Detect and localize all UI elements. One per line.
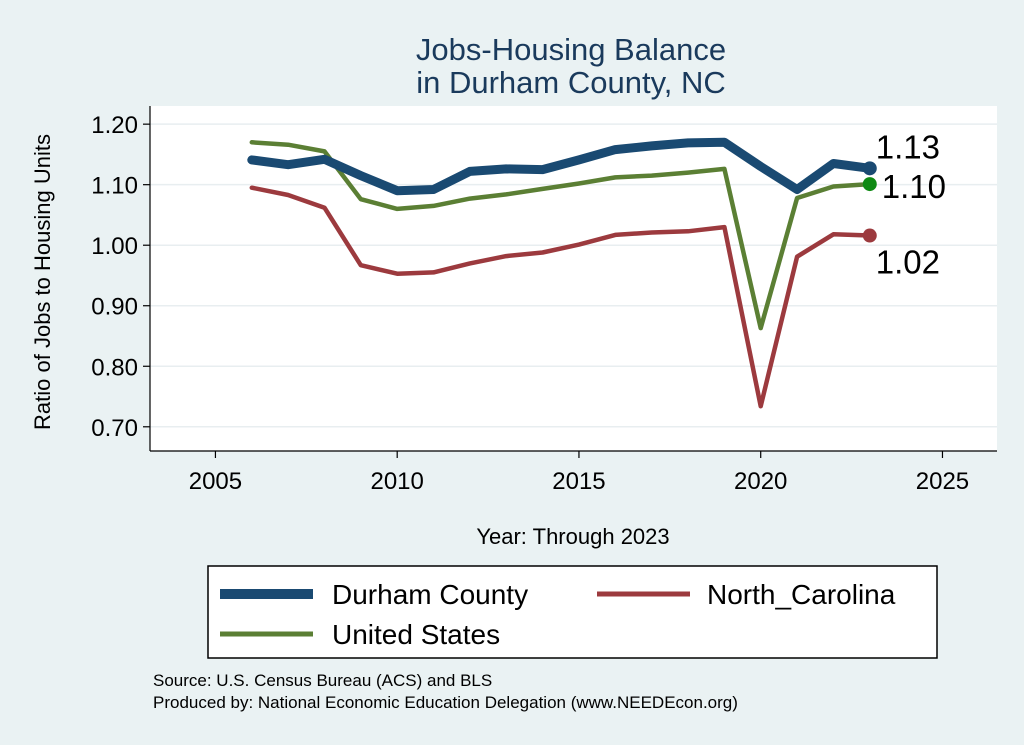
series-lines (247, 137, 875, 409)
produced-by-line: Produced by: National Economic Education… (153, 693, 738, 712)
legend-box (207, 565, 938, 659)
legend-label-nc: North_Carolina (707, 579, 896, 610)
source-line: Source: U.S. Census Bureau (ACS) and BLS (153, 671, 492, 690)
x-tick-label: 2015 (552, 468, 605, 495)
legend: Durham County North_Carolina United Stat… (207, 565, 938, 659)
end-markers: 1.131.10 1.02 (862, 128, 946, 281)
y-tick-label: 0.90 (91, 294, 138, 321)
end-marker-durham-county (862, 161, 877, 176)
end-marker-united-states (862, 177, 877, 192)
y-axis-label: Ratio of Jobs to Housing Units (30, 134, 55, 430)
x-ticks: 2005 2010 2015 2020 2025 (189, 451, 969, 495)
end-label-united-states: 1.10 (882, 168, 946, 205)
x-axis-label: Year: Through 2023 (476, 524, 669, 549)
y-tick-label: 0.70 (91, 415, 138, 442)
end-label-north-carolina: 1.02 (876, 244, 940, 281)
x-tick-label: 2010 (370, 468, 423, 495)
x-tick-label: 2020 (734, 468, 787, 495)
end-marker-north-carolina (862, 228, 877, 243)
y-tick-label: 0.80 (91, 354, 138, 381)
series-line-durham-county (247, 137, 875, 196)
x-tick-label: 2005 (189, 468, 242, 495)
end-label-durham-county: 1.13 (876, 128, 940, 165)
chart-title-line2: in Durham County, NC (416, 65, 726, 100)
legend-label-us: United States (332, 619, 500, 650)
series-line-united-states (249, 140, 873, 331)
series-line-north-carolina (249, 185, 873, 409)
chart-title-line1: Jobs-Housing Balance (416, 32, 726, 67)
x-tick-label: 2025 (916, 468, 969, 495)
y-tick-label: 1.00 (91, 233, 138, 260)
y-tick-label: 1.10 (91, 173, 138, 200)
y-tick-label: 1.20 (91, 112, 138, 139)
y-ticks: 0.70 0.80 0.90 1.00 1.10 1.20 (91, 112, 150, 442)
legend-label-durham: Durham County (332, 579, 528, 610)
